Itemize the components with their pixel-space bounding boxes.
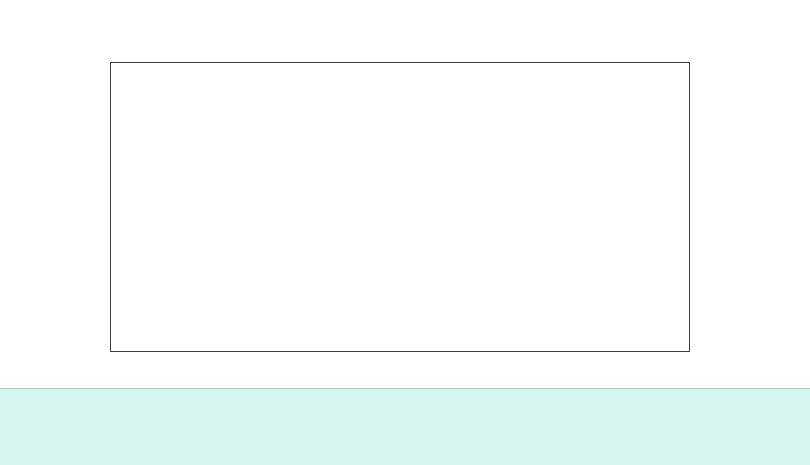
plot-area (110, 62, 690, 352)
sun-marker-icon (0, 0, 10, 10)
chart-canvas (111, 63, 689, 351)
summary-table (0, 388, 810, 465)
